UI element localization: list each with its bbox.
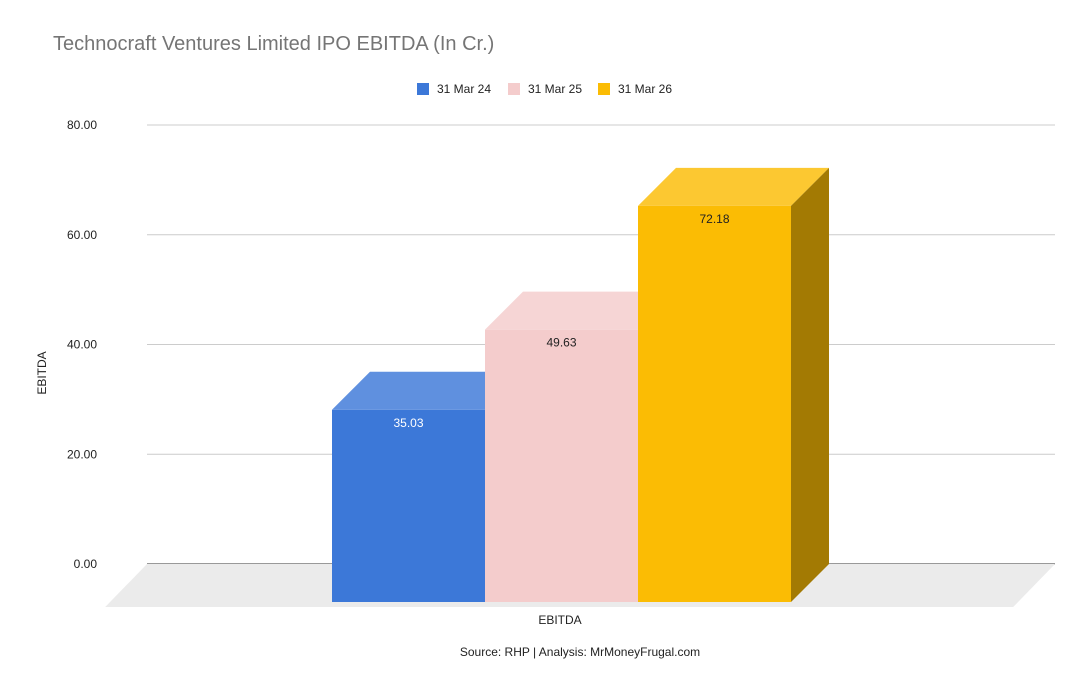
legend-label: 31 Mar 26 (618, 82, 672, 96)
y-tick-label: 60.00 (67, 228, 97, 242)
legend-swatch (508, 83, 520, 95)
legend-item: 31 Mar 25 (508, 82, 582, 96)
y-tick-label: 20.00 (67, 447, 97, 461)
bars: 35.03 49.63 72.18 (332, 167, 829, 603)
bar-top (638, 167, 829, 206)
data-label: 35.03 (393, 416, 423, 430)
y-tick-label: 0.00 (74, 557, 98, 571)
y-tick-label: 80.00 (67, 118, 97, 132)
bar-top (485, 291, 676, 330)
y-tick-label: 40.00 (67, 338, 97, 352)
legend-item: 31 Mar 24 (417, 82, 491, 96)
bar-front (485, 329, 638, 602)
legend-swatch (598, 83, 610, 95)
legend-label: 31 Mar 24 (437, 82, 491, 96)
bar-3: 72.18 (638, 167, 829, 603)
legend-item: 31 Mar 26 (598, 82, 672, 96)
chart-title: Technocraft Ventures Limited IPO EBITDA … (53, 33, 494, 55)
x-axis-label: EBITDA (538, 613, 581, 627)
y-axis-ticks: 0.00 20.00 40.00 60.00 80.00 (67, 118, 97, 571)
bar-side (791, 167, 829, 603)
bar-top (332, 371, 523, 410)
bar-2: 49.63 (485, 291, 676, 602)
bar-1: 35.03 (332, 371, 523, 602)
bar-front (332, 409, 485, 602)
legend: 31 Mar 24 31 Mar 25 31 Mar 26 (417, 82, 672, 96)
y-axis-title: EBITDA (35, 351, 49, 394)
source-note: Source: RHP | Analysis: MrMoneyFrugal.co… (460, 645, 700, 659)
data-label: 49.63 (546, 336, 576, 350)
legend-label: 31 Mar 25 (528, 82, 582, 96)
bar-front (638, 205, 791, 603)
legend-swatch (417, 83, 429, 95)
data-label: 72.18 (699, 212, 729, 226)
